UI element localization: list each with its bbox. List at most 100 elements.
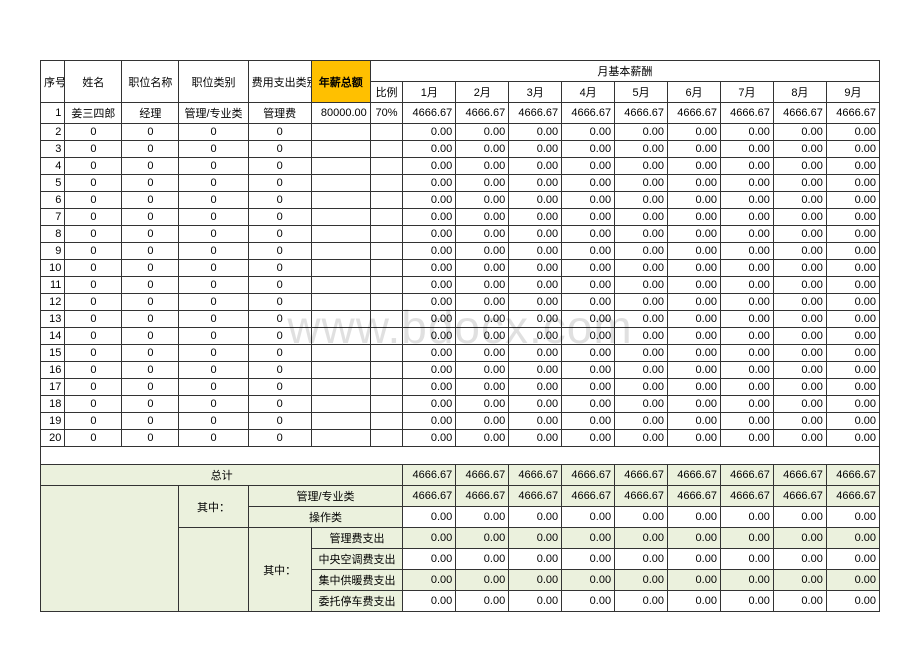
cell: 0.00 xyxy=(773,243,826,260)
cell: 0.00 xyxy=(668,311,721,328)
cell: 0.00 xyxy=(720,175,773,192)
cell: 0.00 xyxy=(456,277,509,294)
cell: 0.00 xyxy=(773,311,826,328)
cell xyxy=(311,294,370,311)
cell: 0 xyxy=(122,175,179,192)
cell: 0.00 xyxy=(720,141,773,158)
cell: 0.00 xyxy=(615,345,668,362)
summary-value: 0.00 xyxy=(720,528,773,549)
cell xyxy=(311,141,370,158)
header-month: 2月 xyxy=(456,82,509,103)
table-row: 1400000.000.000.000.000.000.000.000.000.… xyxy=(41,328,880,345)
cell: 0 xyxy=(248,277,311,294)
cell: 0.00 xyxy=(668,260,721,277)
cell: 0.00 xyxy=(615,158,668,175)
cell: 0.00 xyxy=(668,192,721,209)
cell: 0.00 xyxy=(615,396,668,413)
cell: 17 xyxy=(41,379,65,396)
cell: 0.00 xyxy=(509,413,562,430)
cell: 0.00 xyxy=(615,243,668,260)
cell: 0.00 xyxy=(615,226,668,243)
summary-value: 4666.67 xyxy=(509,465,562,486)
table-row: 1200000.000.000.000.000.000.000.000.000.… xyxy=(41,294,880,311)
header-ratio: 比例 xyxy=(370,82,403,103)
cell: 0.00 xyxy=(720,396,773,413)
cell: 0.00 xyxy=(826,311,879,328)
summary-value: 4666.67 xyxy=(403,486,456,507)
cell: 0.00 xyxy=(826,158,879,175)
summary-value: 4666.67 xyxy=(773,465,826,486)
cell: 0 xyxy=(248,141,311,158)
summary-value: 0.00 xyxy=(720,549,773,570)
summary-value: 0.00 xyxy=(668,507,721,528)
cell: 4666.67 xyxy=(773,103,826,124)
table-row: 1600000.000.000.000.000.000.000.000.000.… xyxy=(41,362,880,379)
cell: 0 xyxy=(248,362,311,379)
cell: 0 xyxy=(122,345,179,362)
cell: 0 xyxy=(122,277,179,294)
cell: 8 xyxy=(41,226,65,243)
cell: 0.00 xyxy=(456,209,509,226)
cell: 0 xyxy=(248,124,311,141)
summary-value: 0.00 xyxy=(826,591,879,612)
summary-value: 0.00 xyxy=(773,549,826,570)
table-row: 1300000.000.000.000.000.000.000.000.000.… xyxy=(41,311,880,328)
cell: 0 xyxy=(65,175,122,192)
cell: 0 xyxy=(179,192,248,209)
expense-label: 委托停车费支出 xyxy=(311,591,403,612)
cell: 0.00 xyxy=(562,328,615,345)
cell: 0.00 xyxy=(456,243,509,260)
cell xyxy=(370,277,403,294)
cell: 0.00 xyxy=(615,124,668,141)
summary-value: 4666.67 xyxy=(562,486,615,507)
cell: 0 xyxy=(122,192,179,209)
summary-value: 0.00 xyxy=(615,570,668,591)
cell: 0.00 xyxy=(403,141,456,158)
salary-table: 序号 姓名 职位名称 职位类别 费用支出类别 年薪总额 月基本薪酬 比例 1月 … xyxy=(40,60,880,612)
table-row: 800000.000.000.000.000.000.000.000.000.0… xyxy=(41,226,880,243)
sub-breakdown-label: 其中： xyxy=(248,528,311,612)
cell xyxy=(370,192,403,209)
cell: 0.00 xyxy=(615,277,668,294)
cell: 0.00 xyxy=(668,362,721,379)
cell: 4666.67 xyxy=(509,103,562,124)
cell: 0.00 xyxy=(615,209,668,226)
cell: 0.00 xyxy=(720,362,773,379)
table-row: 1900000.000.000.000.000.000.000.000.000.… xyxy=(41,413,880,430)
summary-value: 4666.67 xyxy=(456,486,509,507)
cell: 0 xyxy=(248,379,311,396)
cell: 0 xyxy=(248,226,311,243)
summary-value: 0.00 xyxy=(509,591,562,612)
cell: 0.00 xyxy=(456,226,509,243)
cell: 0.00 xyxy=(456,141,509,158)
summary-value: 4666.67 xyxy=(668,486,721,507)
cell: 0.00 xyxy=(456,430,509,447)
cell: 0 xyxy=(179,430,248,447)
cell xyxy=(311,209,370,226)
summary-value: 0.00 xyxy=(773,507,826,528)
cell: 0.00 xyxy=(403,379,456,396)
table-row: 2000000.000.000.000.000.000.000.000.000.… xyxy=(41,430,880,447)
cell: 0.00 xyxy=(668,396,721,413)
cell: 0.00 xyxy=(720,379,773,396)
cell: 80000.00 xyxy=(311,103,370,124)
cell: 0.00 xyxy=(720,328,773,345)
cell xyxy=(311,243,370,260)
cell: 0.00 xyxy=(615,362,668,379)
summary-value: 0.00 xyxy=(456,591,509,612)
cell: 0.00 xyxy=(826,294,879,311)
summary-value: 4666.67 xyxy=(826,486,879,507)
cell: 0.00 xyxy=(562,124,615,141)
cell: 0.00 xyxy=(562,362,615,379)
summary-value: 4666.67 xyxy=(720,486,773,507)
cell: 4 xyxy=(41,158,65,175)
summary-value: 0.00 xyxy=(668,591,721,612)
summary-value: 0.00 xyxy=(456,507,509,528)
cell: 0.00 xyxy=(773,124,826,141)
cell: 0 xyxy=(248,396,311,413)
summary-value: 0.00 xyxy=(615,528,668,549)
cell: 0.00 xyxy=(826,226,879,243)
summary-value: 0.00 xyxy=(509,570,562,591)
cell: 0.00 xyxy=(403,413,456,430)
summary-value: 0.00 xyxy=(403,570,456,591)
